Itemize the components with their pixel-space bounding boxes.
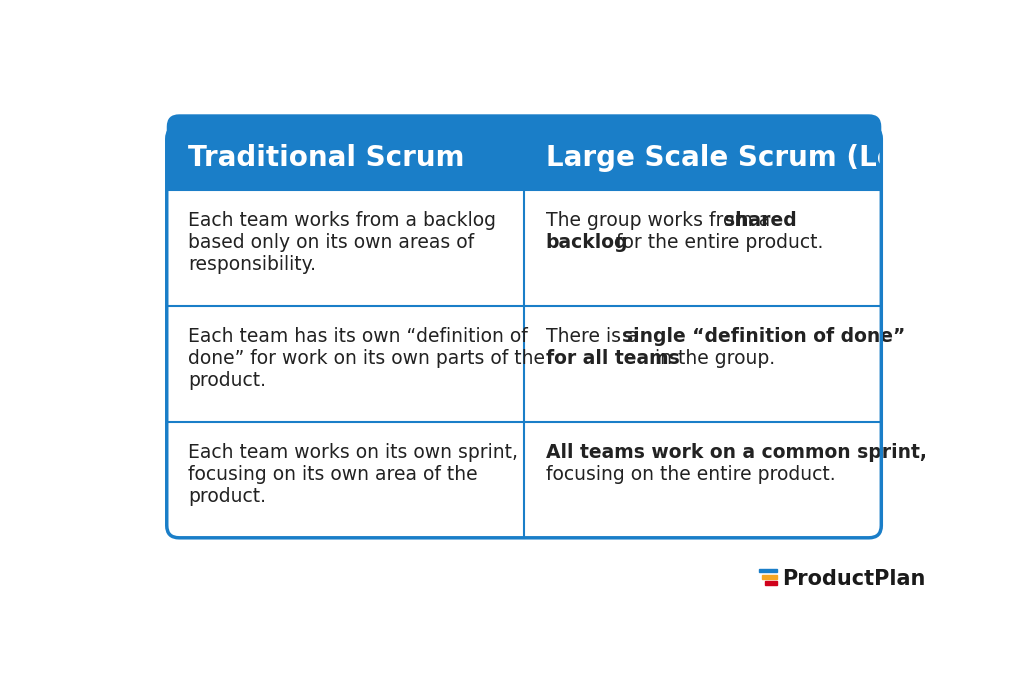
Text: done” for work on its own parts of the: done” for work on its own parts of the bbox=[188, 349, 546, 368]
Text: backlog: backlog bbox=[546, 233, 629, 252]
Text: The group works from a: The group works from a bbox=[546, 211, 776, 230]
Bar bbox=[765, 581, 777, 585]
Text: focusing on the entire product.: focusing on the entire product. bbox=[546, 465, 836, 484]
Text: single “definition of done”: single “definition of done” bbox=[622, 327, 905, 346]
Bar bbox=[759, 569, 777, 572]
Text: for all teams: for all teams bbox=[546, 349, 680, 368]
Text: shared: shared bbox=[724, 211, 797, 230]
Text: focusing on its own area of the: focusing on its own area of the bbox=[188, 465, 478, 484]
Text: Traditional Scrum: Traditional Scrum bbox=[188, 144, 465, 172]
Text: Each team works from a backlog: Each team works from a backlog bbox=[188, 211, 497, 230]
Text: for the entire product.: for the entire product. bbox=[609, 233, 823, 252]
Text: Each team has its own “definition of: Each team has its own “definition of bbox=[188, 327, 528, 346]
Text: Each team works on its own sprint,: Each team works on its own sprint, bbox=[188, 443, 518, 462]
Text: in the group.: in the group. bbox=[649, 349, 775, 368]
Text: There is a: There is a bbox=[546, 327, 644, 346]
Text: product.: product. bbox=[188, 371, 266, 389]
Text: All teams work on a common sprint,: All teams work on a common sprint, bbox=[546, 443, 927, 462]
Text: based only on its own areas of: based only on its own areas of bbox=[188, 233, 474, 252]
Text: responsibility.: responsibility. bbox=[188, 255, 316, 274]
Bar bbox=[167, 178, 882, 190]
Bar bbox=[762, 575, 777, 579]
Text: ProductPlan: ProductPlan bbox=[782, 569, 926, 589]
Text: Large Scale Scrum (LeSS): Large Scale Scrum (LeSS) bbox=[546, 144, 947, 172]
FancyBboxPatch shape bbox=[167, 126, 882, 538]
Text: product.: product. bbox=[188, 487, 266, 505]
FancyBboxPatch shape bbox=[167, 114, 882, 190]
